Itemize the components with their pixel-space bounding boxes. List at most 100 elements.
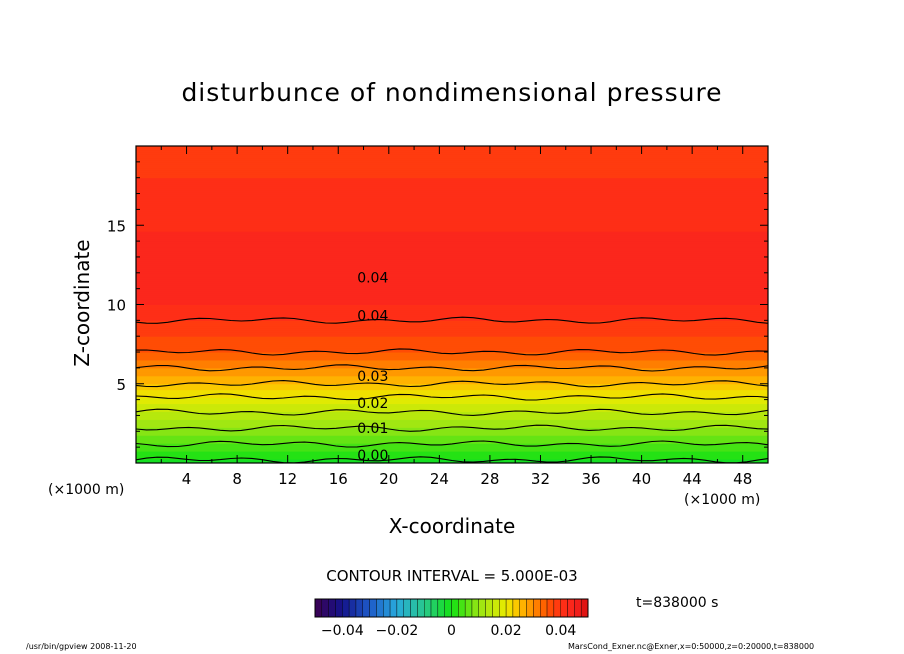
field-band — [136, 424, 768, 428]
field-band — [136, 173, 768, 177]
field-band — [136, 290, 768, 294]
field-band — [136, 347, 768, 351]
field-band — [136, 377, 768, 381]
time-label: t=838000 s — [636, 595, 719, 611]
field-band — [136, 208, 768, 212]
field-band — [136, 222, 768, 226]
colorbar-swatch — [574, 598, 582, 618]
field-band — [136, 153, 768, 157]
field-band — [136, 313, 768, 317]
field-band — [136, 414, 768, 418]
field-band — [136, 258, 768, 262]
x-tick-label: 24 — [430, 470, 449, 488]
field-band — [136, 359, 768, 363]
field-band — [136, 232, 768, 236]
field-band — [136, 440, 768, 444]
field-band — [136, 165, 768, 169]
field-band — [136, 246, 768, 250]
field-band — [136, 300, 768, 304]
field-band — [136, 216, 768, 220]
field-band — [136, 305, 768, 309]
x-tick-label: 4 — [182, 470, 192, 488]
x-tick-label: 8 — [232, 470, 242, 488]
field-band — [136, 224, 768, 228]
field-band — [136, 288, 768, 292]
field-band — [136, 391, 768, 395]
footer-right: MarsCond_Exner.nc@Exner,x=0:50000,z=0:20… — [568, 642, 815, 651]
field-band — [136, 191, 768, 195]
field-band — [136, 304, 768, 307]
field-band — [136, 363, 768, 367]
field-band — [136, 175, 768, 179]
field-band — [136, 302, 768, 305]
contour-label: 0.04 — [357, 271, 388, 287]
field-band — [136, 264, 768, 268]
field-band — [136, 268, 768, 272]
contour-line — [136, 316, 768, 324]
colorbar-swatch — [485, 598, 493, 618]
field-band — [136, 460, 768, 463]
contour-label: 0.02 — [357, 396, 388, 412]
colorbar-swatch — [430, 598, 439, 618]
colorbar-swatch — [519, 598, 527, 618]
field-band — [136, 244, 768, 248]
field-band — [136, 256, 768, 260]
contour-line — [136, 364, 768, 372]
colorbar-swatch — [383, 598, 391, 618]
colorbar-swatch — [458, 598, 466, 618]
contour-labels: 0.00 0.01 0.02 0.03 0.04 0.04 — [357, 271, 388, 465]
colorbar-swatch — [376, 598, 384, 618]
field-band — [136, 195, 768, 199]
field-band — [136, 323, 768, 327]
colorbar-tick-label: 0 — [447, 623, 456, 639]
field-band — [136, 422, 768, 426]
field-band — [136, 381, 768, 385]
field-band — [136, 430, 768, 434]
contour-label: 0.01 — [357, 421, 388, 437]
field-band — [136, 206, 768, 210]
field-band — [136, 236, 768, 240]
x-tick-label: 32 — [531, 470, 550, 488]
field-band — [136, 189, 768, 193]
colorbar-swatch — [540, 598, 548, 618]
field-band — [136, 436, 768, 440]
field-band — [136, 434, 768, 438]
field-band — [136, 444, 768, 448]
field-band — [136, 375, 768, 379]
colorbar-swatch — [321, 598, 329, 618]
field-band — [136, 311, 768, 315]
field-band — [136, 284, 768, 288]
colorbar-swatch — [389, 598, 398, 618]
field-band — [136, 345, 768, 349]
field-band — [136, 278, 768, 282]
field-band — [136, 296, 768, 300]
field-band — [136, 432, 768, 436]
colorbar-swatch — [512, 598, 520, 618]
field-band — [136, 351, 768, 355]
field-band — [136, 454, 768, 458]
colorbar-swatch — [560, 598, 568, 618]
colorbar-swatch — [471, 598, 480, 618]
field-band — [136, 410, 768, 414]
contour-line — [136, 408, 768, 416]
field-band — [136, 292, 768, 296]
field-band — [136, 212, 768, 216]
field-band — [136, 169, 768, 173]
field-band — [136, 343, 768, 347]
field-band — [136, 234, 768, 238]
colorbar-frame — [314, 598, 589, 618]
colorbar-tick-label: −0.04 — [321, 623, 364, 639]
colorbar: −0.04 −0.02 0 0.02 0.04 — [314, 598, 589, 639]
colorbar-swatch — [444, 598, 452, 618]
contour-interval-label: CONTOUR INTERVAL = 5.000E-03 — [326, 567, 578, 585]
contour-label: 0.04 — [357, 309, 388, 325]
field-band — [136, 155, 768, 159]
field-band — [136, 365, 768, 369]
x-tick-label: 44 — [683, 470, 702, 488]
field-band — [136, 210, 768, 214]
field-band — [136, 395, 768, 399]
footer-left: /usr/bin/gpview 2008-11-20 — [26, 642, 137, 651]
contour-line — [136, 440, 768, 448]
field-band — [136, 335, 768, 339]
